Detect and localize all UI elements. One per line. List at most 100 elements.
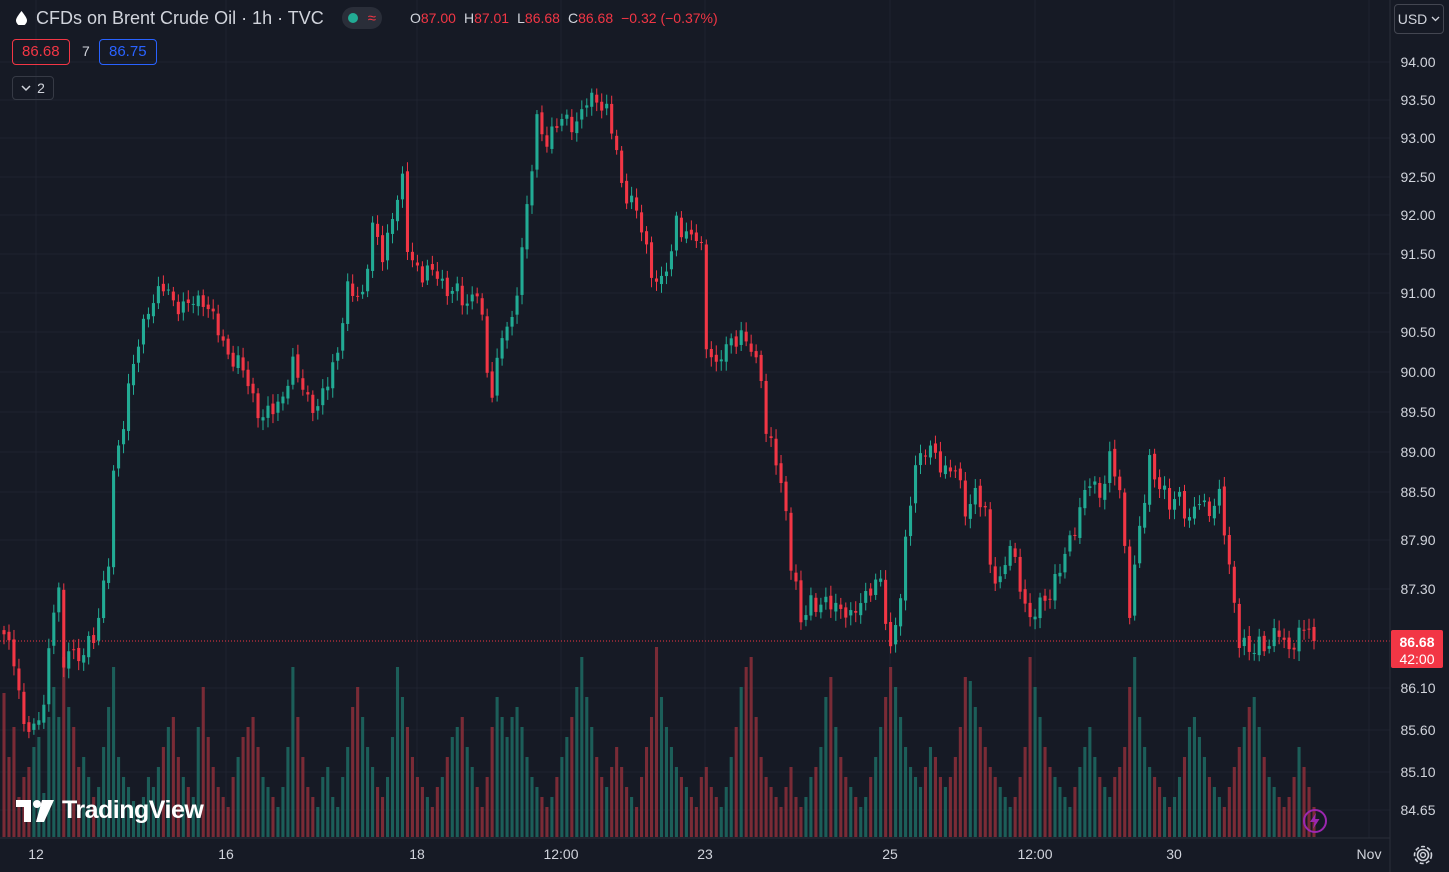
candle-body [495, 357, 499, 396]
candle-body [1252, 652, 1256, 654]
volume-bar [376, 787, 380, 837]
volume-bar [689, 797, 693, 837]
volume-bar [1212, 787, 1216, 837]
candle-body [1038, 597, 1042, 619]
volume-bar [1158, 787, 1162, 837]
volume-bar [156, 767, 160, 837]
volume-bar [854, 797, 858, 837]
candle-body [32, 723, 36, 730]
volume-bar [664, 727, 669, 837]
lightning-icon[interactable] [1302, 808, 1328, 834]
candle-body [97, 617, 101, 641]
candle-body [928, 445, 933, 458]
candle-body [1043, 595, 1047, 601]
candle-body [500, 338, 504, 359]
volume-bar [286, 747, 290, 837]
volume-bar [948, 777, 952, 837]
volume-bar [1197, 737, 1201, 837]
time-axis[interactable]: 12 16 18 12:00 23 25 12:00 30 Nov [28, 846, 1381, 862]
volume-bar [1277, 797, 1281, 837]
volume-bar [1202, 757, 1206, 837]
candle-body [615, 135, 619, 151]
last-price-value: 86.68 [1399, 634, 1434, 650]
symbol-title[interactable]: CFDs on Brent Crude Oil · 1h · TVC [36, 7, 324, 28]
volume-bar [216, 787, 220, 837]
candle-body [151, 303, 155, 317]
candle-body [206, 304, 210, 310]
candle-body [107, 566, 111, 583]
time-tick-label: 30 [1166, 846, 1182, 862]
volume-bar [799, 807, 803, 837]
candle-body [958, 468, 962, 481]
price-axis[interactable]: 94.00 93.50 93.00 92.50 92.00 91.50 91.00 90.50… [1400, 54, 1435, 818]
sell-price-button[interactable]: 86.68 [12, 39, 70, 65]
volume-bar [560, 757, 564, 837]
indicators-toggle-button[interactable]: 2 [12, 76, 54, 100]
volume-bar [425, 797, 429, 837]
volume-bar [161, 747, 165, 837]
volume-bar [794, 797, 798, 837]
candle-body [1048, 598, 1052, 600]
candle-body [211, 308, 215, 312]
candle-body [455, 283, 459, 292]
candle-body [1257, 636, 1261, 656]
candle-body [585, 105, 589, 108]
candle-body [430, 264, 434, 270]
candle-body [276, 401, 280, 413]
currency-select[interactable]: USD [1394, 4, 1444, 34]
market-open-dot-icon [347, 13, 358, 23]
candle-body [1168, 488, 1172, 510]
candle-body [734, 336, 738, 347]
price-tick-label: 91.00 [1400, 285, 1435, 301]
volume-bar [938, 777, 942, 837]
candle-body [739, 330, 743, 345]
price-tick-label: 84.65 [1400, 802, 1435, 818]
candle-body [1158, 477, 1162, 490]
buy-price-button[interactable]: 86.75 [99, 39, 157, 65]
volume-bar [684, 787, 688, 837]
volume-bar [1093, 757, 1097, 837]
candlesticks [2, 88, 1316, 739]
volume-bar [1098, 777, 1102, 837]
candle-body [774, 438, 778, 466]
volume-bar [1118, 767, 1122, 837]
settings-gear-icon[interactable] [1410, 842, 1436, 868]
candle-body [371, 222, 375, 271]
volume-bar [211, 767, 215, 837]
tradingview-logo[interactable]: TradingView [16, 796, 204, 825]
volume-bar [1267, 777, 1271, 837]
volume-bar [1187, 727, 1192, 837]
candle-body [256, 393, 260, 419]
candle-body [1083, 489, 1087, 509]
candle-body [42, 704, 46, 723]
volume-bar [405, 727, 410, 837]
time-tick-label: 18 [409, 846, 425, 862]
volume-bar [356, 687, 360, 837]
market-status-pills[interactable]: ≈ [341, 7, 382, 29]
volume-bar [500, 717, 504, 837]
price-tick-label: 85.60 [1400, 722, 1435, 738]
volume-bar [32, 747, 36, 837]
chevron-down-icon [1431, 16, 1440, 22]
candle-body [645, 231, 649, 245]
volume-bar [749, 657, 753, 837]
change-value: −0.32 (−0.37%) [621, 10, 718, 26]
volume-bar [520, 727, 524, 837]
candle-body [1222, 486, 1226, 536]
candle-body [1172, 499, 1177, 510]
candle-body [804, 615, 808, 620]
candle-body [1063, 553, 1067, 573]
time-tick-label: 23 [697, 846, 713, 862]
volume-bar [415, 777, 419, 837]
oil-drop-icon [16, 11, 27, 25]
volume-bar [151, 787, 155, 837]
volume-bar [381, 797, 385, 837]
candle-body [52, 612, 56, 646]
volume-bar [291, 667, 295, 837]
candle-body [590, 92, 594, 107]
candle-body [82, 655, 86, 663]
logo-text: TradingView [62, 796, 204, 824]
volume-bar [1262, 757, 1266, 837]
volume-bar [1222, 807, 1226, 837]
